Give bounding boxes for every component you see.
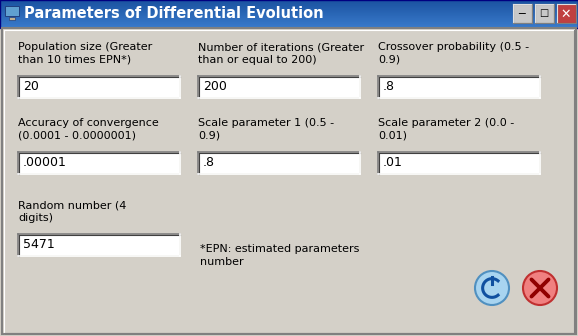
Bar bbox=[0, 4, 578, 5]
Bar bbox=[0, 24, 578, 25]
Text: ─: ─ bbox=[518, 8, 525, 18]
Text: than 10 times EPN*): than 10 times EPN*) bbox=[18, 55, 131, 65]
Bar bbox=[199, 77, 359, 97]
Bar bbox=[0, 25, 578, 26]
Bar bbox=[19, 235, 179, 255]
Text: Number of iterations (Greater: Number of iterations (Greater bbox=[198, 42, 364, 52]
Bar bbox=[0, 7, 578, 8]
Bar bbox=[0, 1, 578, 2]
Bar bbox=[0, 20, 578, 21]
Bar bbox=[0, 3, 578, 4]
Bar bbox=[0, 10, 578, 11]
Bar bbox=[0, 13, 578, 14]
Bar bbox=[0, 8, 578, 9]
Bar bbox=[9, 17, 15, 20]
Bar bbox=[0, 17, 578, 18]
Bar bbox=[0, 18, 578, 19]
Bar bbox=[0, 0, 578, 1]
Text: ✕: ✕ bbox=[561, 7, 571, 20]
Bar bbox=[0, 16, 578, 17]
Text: 5471: 5471 bbox=[23, 239, 55, 252]
Text: number: number bbox=[200, 257, 243, 267]
Bar bbox=[0, 14, 578, 15]
Bar bbox=[5, 6, 19, 16]
Bar bbox=[513, 4, 532, 23]
Text: .8: .8 bbox=[203, 157, 215, 169]
Text: 0.9): 0.9) bbox=[198, 131, 220, 141]
Bar bbox=[0, 26, 578, 27]
Bar bbox=[0, 9, 578, 10]
Bar bbox=[0, 26, 578, 27]
Text: (0.0001 - 0.0000001): (0.0001 - 0.0000001) bbox=[18, 131, 136, 141]
Text: Parameters of Differential Evolution: Parameters of Differential Evolution bbox=[24, 6, 324, 22]
Bar bbox=[0, 19, 578, 20]
Bar bbox=[0, 5, 578, 6]
Bar bbox=[0, 21, 578, 22]
Text: .8: .8 bbox=[383, 81, 395, 93]
Bar bbox=[0, 21, 578, 22]
Bar bbox=[0, 3, 578, 4]
Bar bbox=[0, 8, 578, 9]
Bar bbox=[0, 25, 578, 26]
Text: than or equal to 200): than or equal to 200) bbox=[198, 55, 317, 65]
Bar bbox=[0, 27, 578, 28]
Text: .01: .01 bbox=[383, 157, 403, 169]
Bar bbox=[0, 15, 578, 16]
Text: Population size (Greater: Population size (Greater bbox=[18, 42, 152, 52]
Bar bbox=[0, 9, 578, 10]
Bar bbox=[199, 153, 359, 173]
Circle shape bbox=[523, 271, 557, 305]
Bar bbox=[0, 28, 578, 29]
Bar bbox=[0, 7, 578, 8]
Text: Scale parameter 2 (0.0 -: Scale parameter 2 (0.0 - bbox=[378, 118, 514, 128]
Bar bbox=[0, 4, 578, 5]
Bar bbox=[0, 6, 578, 7]
Text: Crossover probability (0.5 -: Crossover probability (0.5 - bbox=[378, 42, 529, 52]
Text: 200: 200 bbox=[203, 81, 227, 93]
Bar bbox=[0, 1, 578, 2]
Bar bbox=[535, 4, 554, 23]
Bar bbox=[0, 12, 578, 13]
Bar bbox=[379, 77, 539, 97]
Bar bbox=[0, 18, 578, 19]
Bar bbox=[0, 17, 578, 18]
Bar bbox=[0, 0, 578, 28]
Bar bbox=[0, 6, 578, 7]
Bar bbox=[0, 11, 578, 12]
Text: *EPN: estimated parameters: *EPN: estimated parameters bbox=[200, 244, 360, 254]
Bar bbox=[0, 23, 578, 24]
Bar bbox=[0, 2, 578, 3]
Bar bbox=[19, 153, 179, 173]
Bar bbox=[0, 22, 578, 23]
Bar bbox=[379, 153, 539, 173]
Bar bbox=[0, 19, 578, 20]
Text: Random number (4: Random number (4 bbox=[18, 200, 127, 210]
Bar bbox=[557, 4, 576, 23]
Bar bbox=[0, 12, 578, 13]
Bar bbox=[0, 2, 578, 3]
Bar bbox=[0, 16, 578, 17]
Text: 0.9): 0.9) bbox=[378, 55, 400, 65]
Bar bbox=[0, 11, 578, 12]
Circle shape bbox=[475, 271, 509, 305]
Bar bbox=[0, 14, 578, 15]
Text: digits): digits) bbox=[18, 213, 53, 223]
Bar bbox=[0, 23, 578, 24]
Text: 20: 20 bbox=[23, 81, 39, 93]
Bar bbox=[0, 24, 578, 25]
Text: 0.01): 0.01) bbox=[378, 131, 407, 141]
Text: Scale parameter 1 (0.5 -: Scale parameter 1 (0.5 - bbox=[198, 118, 334, 128]
Bar bbox=[0, 13, 578, 14]
Text: Accuracy of convergence: Accuracy of convergence bbox=[18, 118, 159, 128]
Text: □: □ bbox=[539, 8, 549, 18]
Bar bbox=[19, 77, 179, 97]
Text: .00001: .00001 bbox=[23, 157, 67, 169]
